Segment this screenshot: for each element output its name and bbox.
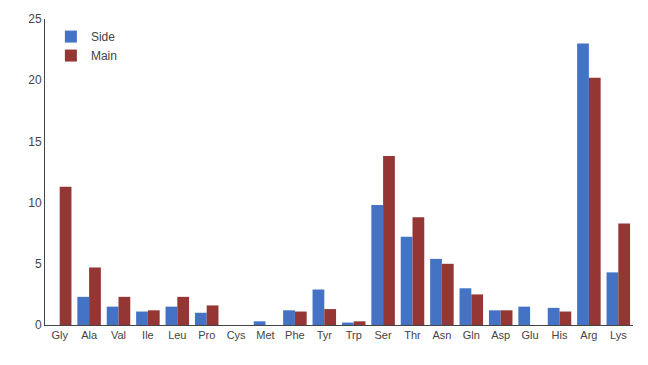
svg-text:5: 5 <box>35 257 42 271</box>
svg-text:Gln: Gln <box>463 329 480 341</box>
svg-text:0: 0 <box>35 318 42 332</box>
svg-text:Leu: Leu <box>168 329 186 341</box>
svg-text:Lys: Lys <box>610 329 627 341</box>
svg-text:Phe: Phe <box>285 329 305 341</box>
svg-text:Glu: Glu <box>522 329 539 341</box>
svg-text:15: 15 <box>28 135 42 149</box>
svg-text:Met: Met <box>256 329 274 341</box>
svg-text:Pro: Pro <box>198 329 215 341</box>
svg-text:Val: Val <box>111 329 126 341</box>
svg-text:Ala: Ala <box>81 329 98 341</box>
svg-text:Side: Side <box>91 30 115 44</box>
svg-text:20: 20 <box>28 73 42 87</box>
svg-text:Main: Main <box>91 49 117 63</box>
svg-text:Gly: Gly <box>51 329 68 341</box>
svg-text:Trp: Trp <box>346 329 362 341</box>
svg-text:Ile: Ile <box>142 329 154 341</box>
svg-text:Arg: Arg <box>580 329 597 341</box>
svg-text:Ser: Ser <box>375 329 392 341</box>
svg-text:Thr: Thr <box>404 329 421 341</box>
svg-text:25: 25 <box>28 12 42 26</box>
svg-text:Tyr: Tyr <box>317 329 333 341</box>
svg-text:Asn: Asn <box>432 329 451 341</box>
svg-text:Asp: Asp <box>491 329 510 341</box>
svg-text:10: 10 <box>28 196 42 210</box>
svg-text:Cys: Cys <box>227 329 246 341</box>
svg-text:His: His <box>552 329 568 341</box>
